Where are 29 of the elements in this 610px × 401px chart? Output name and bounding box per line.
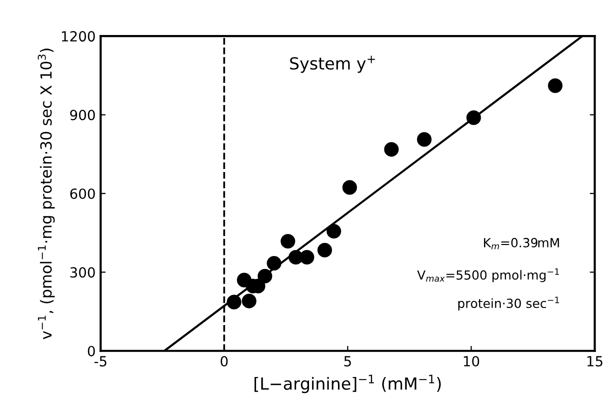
y-axis-title: v$^{−1}$, (pmol$^{−1}$·mg protein·30 sec X 10$^{3}$) xyxy=(38,48,55,340)
y-tick-label: 900 xyxy=(70,110,95,120)
point xyxy=(242,294,256,308)
y-tick-label: 300 xyxy=(70,267,95,278)
x-tick-label: 15 xyxy=(587,356,602,366)
point xyxy=(280,234,296,249)
point xyxy=(326,224,342,239)
y-tick-label: 0 xyxy=(88,346,95,356)
point xyxy=(258,268,272,284)
annotation: V$_{max}$=5500 pmol·mg$^{−1}$ xyxy=(417,268,559,282)
point xyxy=(548,78,563,93)
x-tick-label: 10 xyxy=(464,356,480,366)
point xyxy=(300,250,314,265)
x-axis-title: [L−arginine]$^{−1}$ (mM$^{−1}$) xyxy=(254,374,441,394)
annotation: protein·30 sec$^{−1}$ xyxy=(458,296,560,310)
point xyxy=(384,142,399,157)
y-tick-label: 600 xyxy=(70,188,95,199)
point xyxy=(317,242,332,258)
x-tick-label: -5 xyxy=(94,356,106,366)
y-tick-label: 1200 xyxy=(62,31,95,42)
annotation: System y$^{+}$ xyxy=(290,56,375,73)
point xyxy=(266,256,282,271)
x-tick-label: 0 xyxy=(220,356,228,366)
annotation: K$_{m}$=0.39mM xyxy=(484,238,559,250)
point xyxy=(342,180,357,195)
point xyxy=(417,132,432,147)
point xyxy=(466,110,481,125)
point xyxy=(226,294,242,310)
x-tick-label: 5 xyxy=(344,356,351,366)
